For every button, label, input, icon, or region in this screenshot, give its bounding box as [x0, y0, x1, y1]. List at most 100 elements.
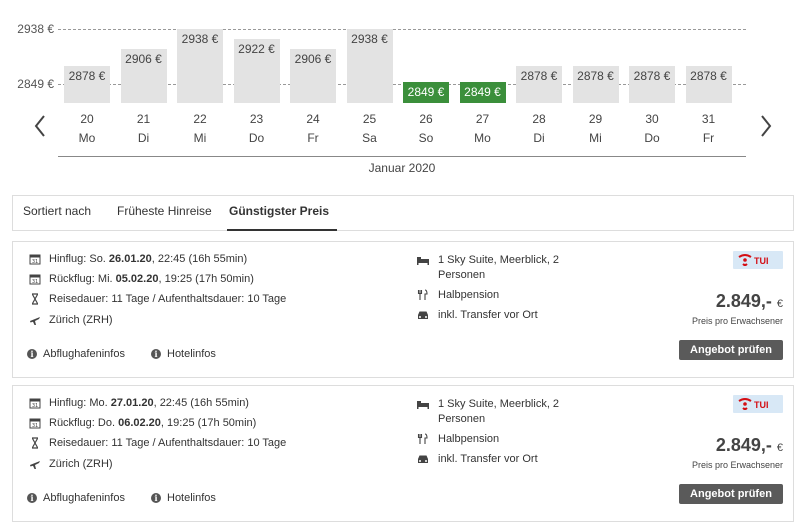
departure-airport-info-link[interactable]: i Abflughafeninfos	[27, 492, 125, 504]
outbound-prefix: Hinflug: So.	[49, 253, 109, 265]
svg-text:31: 31	[32, 279, 38, 285]
day-number: 25	[362, 112, 377, 126]
tab-cheapest-price[interactable]: Günstigster Preis	[229, 204, 330, 218]
check-offer-button[interactable]: Angebot prüfen	[679, 484, 783, 504]
board-row: Halbpension	[416, 289, 499, 301]
check-offer-button[interactable]: Angebot prüfen	[679, 340, 783, 360]
room-text: 1 Sky Suite, Meerblick, 2 Personen	[438, 253, 559, 283]
x-axis-line	[58, 156, 746, 157]
date-column-label[interactable]: 30 Do	[624, 110, 680, 148]
bar-price-label: 2878 €	[633, 69, 671, 84]
outbound-date: 27.01.20	[110, 397, 154, 409]
return-suffix: , 19:25 (17h 50min)	[160, 417, 257, 429]
bar-price-label: 2878 €	[690, 69, 727, 84]
date-column-label[interactable]: 26 So	[398, 110, 454, 148]
board-type: Halbpension	[438, 433, 500, 445]
transfer-text: inkl. Transfer vor Ort	[438, 309, 538, 321]
bar-price-label: 2849 €	[464, 85, 501, 99]
price-value: 2.849,-	[715, 291, 772, 311]
room-row: 1 Sky Suite, Meerblick, 2 Personen	[416, 397, 559, 427]
price-bar[interactable]: 2878 €	[516, 66, 562, 103]
y-axis-max-label: 2938 €	[17, 22, 54, 36]
max-price-line	[58, 29, 746, 30]
hotel-info-link[interactable]: i Hotelinfos	[151, 348, 216, 360]
bar-price-label: 2938 €	[351, 32, 388, 46]
day-number: 29	[588, 112, 603, 126]
chevron-left-icon[interactable]	[30, 112, 50, 140]
offer-card: 31 Hinflug: Mo. 27.01.20, 22:45 (16h 55m…	[12, 385, 794, 522]
price-bar[interactable]: 2849 €	[459, 82, 506, 103]
day-number: 21	[136, 112, 151, 126]
duration-text: Reisedauer: 11 Tage / Aufenthaltsdauer: …	[49, 293, 287, 305]
price-bar[interactable]: 2849 €	[403, 82, 449, 103]
date-column-label[interactable]: 22 Mi	[172, 110, 228, 148]
price-bar[interactable]: 2938 €	[346, 29, 393, 103]
date-column-label[interactable]: 31 Fr	[681, 110, 737, 148]
duration-text: Reisedauer: 11 Tage / Aufenthaltsdauer: …	[49, 437, 287, 449]
weekday: Mo	[474, 131, 491, 145]
date-column-label[interactable]: 28 Di	[511, 110, 567, 148]
price-currency: €	[776, 298, 783, 310]
board-row: Halbpension	[416, 433, 499, 445]
offer-card: 31 Hinflug: So. 26.01.20, 22:45 (16h 55m…	[12, 241, 794, 378]
bed-icon	[416, 254, 430, 266]
price-bar[interactable]: 2878 €	[685, 66, 732, 103]
bar-price-label: 2906 €	[125, 51, 162, 66]
bar-price-label: 2849 €	[407, 85, 445, 99]
day-number: 30	[645, 112, 659, 126]
duration-row: Reisedauer: 11 Tage / Aufenthaltsdauer: …	[29, 437, 286, 449]
y-axis-min-label: 2849 €	[17, 77, 54, 91]
weekday: Mo	[78, 131, 96, 145]
tab-earliest-departure[interactable]: Früheste Hinreise	[117, 204, 212, 218]
svg-text:31: 31	[32, 403, 38, 409]
price-bar[interactable]: 2906 €	[290, 48, 336, 103]
date-column-label[interactable]: 24 Fr	[285, 110, 341, 148]
weekday: Sa	[362, 131, 377, 145]
outbound-flight-row: 31 Hinflug: So. 26.01.20, 22:45 (16h 55m…	[29, 253, 247, 265]
price-bar[interactable]: 2906 €	[120, 48, 167, 103]
price-bar[interactable]: 2878 €	[64, 66, 110, 103]
price-bar[interactable]: 2938 €	[177, 29, 223, 103]
date-column-label[interactable]: 21 Di	[116, 110, 172, 148]
weekday: So	[418, 131, 434, 145]
hotel-info-link[interactable]: i Hotelinfos	[151, 492, 216, 504]
room-text: 1 Sky Suite, Meerblick, 2 Personen	[438, 397, 559, 427]
transfer-row: inkl. Transfer vor Ort	[416, 309, 538, 321]
car-icon	[416, 309, 430, 321]
bar-price-label: 2938 €	[181, 32, 219, 46]
weekday: Fr	[307, 131, 319, 145]
departure-airport-info-label: Abflughafeninfos	[43, 492, 125, 504]
hourglass-icon	[29, 437, 41, 449]
price-bar[interactable]: 2878 €	[629, 66, 675, 103]
date-column-label[interactable]: 25 Sa	[342, 110, 398, 148]
tour-operator-logo: TUI	[733, 251, 783, 269]
room-line-1: 1 Sky Suite, Meerblick, 2	[438, 254, 560, 266]
day-number: 26	[419, 112, 433, 126]
day-number: 20	[80, 112, 94, 126]
room-line-2: Personen	[438, 269, 486, 281]
price-currency: €	[776, 442, 783, 454]
departure-airport: Zürich (ZRH)	[49, 458, 113, 470]
price-bar[interactable]: 2878 €	[572, 66, 619, 103]
airplane-icon	[29, 458, 41, 470]
date-column-label[interactable]: 29 Mi	[568, 110, 624, 148]
departure-airport-info-link[interactable]: i Abflughafeninfos	[27, 348, 125, 360]
transfer-row: inkl. Transfer vor Ort	[416, 453, 538, 465]
outbound-suffix: , 22:45 (16h 55min)	[153, 397, 249, 409]
airport-row: Zürich (ZRH)	[29, 458, 113, 470]
departure-airport-info-label: Abflughafeninfos	[43, 348, 125, 360]
bar-price-label: 2922 €	[238, 41, 275, 56]
bed-icon	[416, 398, 430, 410]
date-column-label[interactable]: 27 Mo	[455, 110, 511, 148]
day-number: 31	[701, 112, 716, 126]
price-note: Preis pro Erwachsener	[691, 460, 783, 470]
date-column-label[interactable]: 20 Mo	[59, 110, 115, 148]
date-column-label[interactable]: 23 Do	[229, 110, 285, 148]
weekday: Do	[644, 131, 660, 145]
svg-text:TUI: TUI	[754, 256, 769, 266]
airport-row: Zürich (ZRH)	[29, 314, 113, 326]
info-icon: i	[27, 349, 37, 359]
weekday: Di	[533, 131, 545, 145]
price-bar[interactable]: 2922 €	[233, 38, 280, 103]
chevron-right-icon[interactable]	[756, 112, 776, 140]
